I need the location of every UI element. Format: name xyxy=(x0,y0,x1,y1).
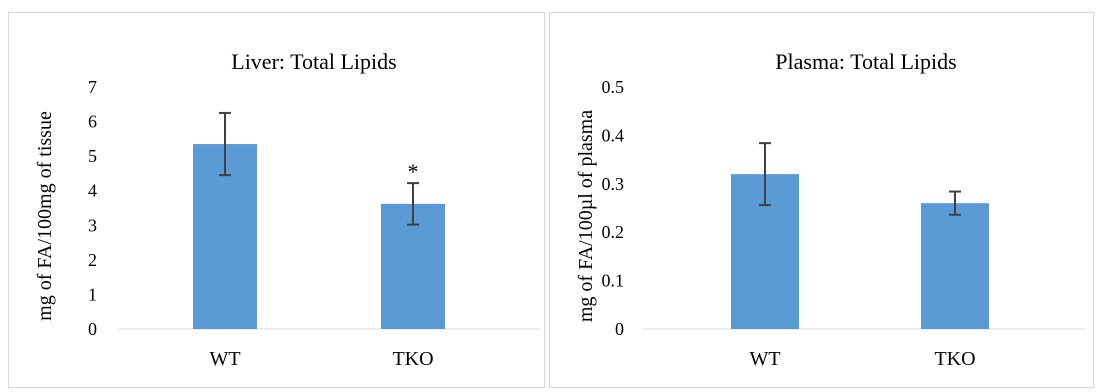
plasma-y-tick-label: 0.3 xyxy=(602,174,625,194)
liver-y-tick-label: 7 xyxy=(88,77,97,97)
liver-y-ticks: 0 1 2 3 4 5 6 7 xyxy=(88,77,97,339)
liver-y-tick-label: 6 xyxy=(88,112,97,132)
plasma-chart-title: Plasma: Total Lipids xyxy=(775,49,956,74)
plasma-y-tick-label: 0 xyxy=(615,319,624,339)
liver-y-axis-label: mg of FA/100mg of tissue xyxy=(34,111,56,321)
plasma-bars: WT TKO xyxy=(731,142,989,370)
plasma-category-label-wt: WT xyxy=(749,348,780,370)
liver-chart-panel: Liver: Total Lipids mg of FA/100mg of ti… xyxy=(8,12,545,388)
liver-category-label-wt: WT xyxy=(209,348,240,370)
plasma-chart: Plasma: Total Lipids mg of FA/100µl of p… xyxy=(575,49,1086,370)
liver-y-tick-label: 2 xyxy=(88,250,97,270)
liver-significance-marker-tko: * xyxy=(408,159,419,184)
plasma-y-tick-label: 0.4 xyxy=(602,125,625,145)
liver-category-label-tko: TKO xyxy=(392,348,433,370)
liver-y-tick-label: 0 xyxy=(88,319,97,339)
plasma-y-tick-label: 0.5 xyxy=(602,77,625,97)
plasma-y-axis-label: mg of FA/100µl of plasma xyxy=(575,110,597,322)
liver-y-tick-label: 3 xyxy=(88,215,97,235)
liver-chart: Liver: Total Lipids mg of FA/100mg of ti… xyxy=(34,49,539,370)
plasma-chart-panel: Plasma: Total Lipids mg of FA/100µl of p… xyxy=(549,12,1094,388)
liver-chart-title: Liver: Total Lipids xyxy=(231,49,396,74)
liver-y-tick-label: 1 xyxy=(88,284,97,304)
plasma-y-tick-label: 0.2 xyxy=(602,222,625,242)
plasma-y-ticks: 0 0.1 0.2 0.3 0.4 0.5 xyxy=(602,77,625,339)
plasma-bar-tko xyxy=(921,203,989,329)
liver-y-tick-label: 5 xyxy=(88,146,97,166)
plasma-y-tick-label: 0.1 xyxy=(602,271,625,291)
plasma-category-label-tko: TKO xyxy=(934,348,975,370)
liver-bars: WT TKO * xyxy=(193,111,445,370)
liver-y-tick-label: 4 xyxy=(88,181,97,201)
